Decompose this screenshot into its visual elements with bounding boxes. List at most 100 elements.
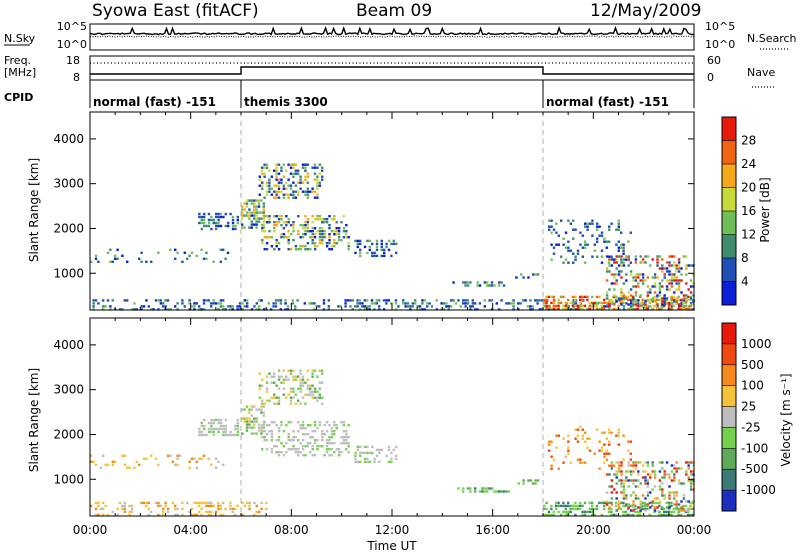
data-cell [641, 494, 645, 497]
data-cell [214, 510, 218, 514]
data-cell [543, 504, 546, 508]
data-cell [306, 248, 310, 251]
data-cell [656, 258, 659, 261]
data-cell [552, 295, 555, 299]
data-cell [639, 295, 642, 299]
data-cell [203, 427, 206, 431]
data-cell [321, 430, 324, 433]
data-cell [507, 302, 510, 305]
data-cell [262, 208, 265, 211]
data-cell [255, 226, 258, 229]
data-cell [261, 424, 264, 427]
data-cell [665, 288, 669, 291]
data-cell [653, 304, 656, 308]
data-cell [423, 308, 426, 311]
data-cell [275, 163, 278, 166]
data-cell [613, 261, 616, 264]
data-cell [287, 184, 290, 187]
data-cell [328, 227, 331, 230]
data-cell [629, 294, 633, 297]
data-cell [190, 457, 194, 460]
data-cell [595, 301, 599, 305]
data-cell [248, 408, 251, 411]
data-cell [622, 295, 625, 299]
data-cell [366, 457, 369, 461]
data-cell [617, 470, 621, 473]
data-cell [474, 490, 477, 493]
data-cell [380, 448, 383, 452]
data-cell [620, 470, 623, 473]
data-cell [140, 308, 143, 311]
data-cell [318, 387, 321, 390]
data-cell [268, 424, 271, 427]
data-cell [299, 178, 302, 181]
data-cell [106, 299, 110, 302]
data-cell [579, 295, 582, 299]
data-cell [162, 305, 165, 308]
data-cell [263, 421, 266, 424]
data-cell [390, 302, 393, 305]
data-cell [382, 299, 386, 302]
data-cell [354, 239, 357, 243]
data-cell [304, 393, 307, 396]
data-cell [285, 181, 288, 184]
data-cell [591, 219, 594, 222]
data-cell [478, 302, 482, 305]
data-cell [625, 497, 628, 500]
data-cell [282, 387, 285, 390]
data-cell [200, 421, 203, 425]
data-cell [116, 248, 119, 251]
data-cell [663, 300, 666, 303]
data-cell [193, 513, 196, 517]
data-cell [321, 369, 324, 372]
data-cell [277, 427, 281, 430]
data-cell [205, 501, 208, 505]
data-cell [277, 178, 281, 181]
data-cell [92, 299, 95, 302]
data-cell [241, 417, 244, 420]
data-cell [637, 497, 640, 500]
data-cell [586, 437, 589, 440]
data-cell [118, 501, 122, 505]
data-cell [325, 448, 329, 451]
data-cell [258, 510, 261, 514]
data-cell [550, 295, 553, 299]
data-cell [629, 509, 633, 512]
data-cell [210, 463, 213, 466]
data-cell [219, 418, 223, 422]
data-cell [689, 473, 693, 476]
data-cell [207, 457, 210, 460]
data-cell [569, 222, 572, 225]
data-cell [610, 301, 613, 305]
data-cell [579, 298, 582, 302]
data-cell [574, 507, 577, 511]
data-cell [622, 504, 625, 508]
data-cell [330, 245, 334, 248]
data-cell [505, 302, 508, 305]
data-cell [689, 279, 693, 282]
data-cell [255, 432, 258, 435]
data-cell [299, 384, 302, 387]
data-cell [268, 169, 271, 172]
data-cell [361, 302, 364, 305]
data-cell [306, 442, 310, 445]
data-cell [304, 245, 307, 248]
data-cell [359, 248, 362, 252]
data-cell [655, 298, 659, 302]
data-cell [323, 221, 326, 224]
data-cell [207, 427, 211, 431]
data-cell [486, 284, 489, 287]
data-cell [414, 299, 417, 302]
data-cell [202, 257, 206, 260]
data-cell [658, 285, 662, 288]
data-cell [164, 299, 167, 302]
data-cell [627, 298, 630, 302]
data-cell [121, 254, 124, 257]
data-cell [617, 500, 621, 503]
data-cell [644, 476, 647, 479]
data-cell [375, 448, 379, 452]
data-cell [289, 187, 293, 190]
data-cell [689, 507, 692, 511]
data-cell [677, 509, 681, 512]
data-cell [294, 245, 298, 248]
